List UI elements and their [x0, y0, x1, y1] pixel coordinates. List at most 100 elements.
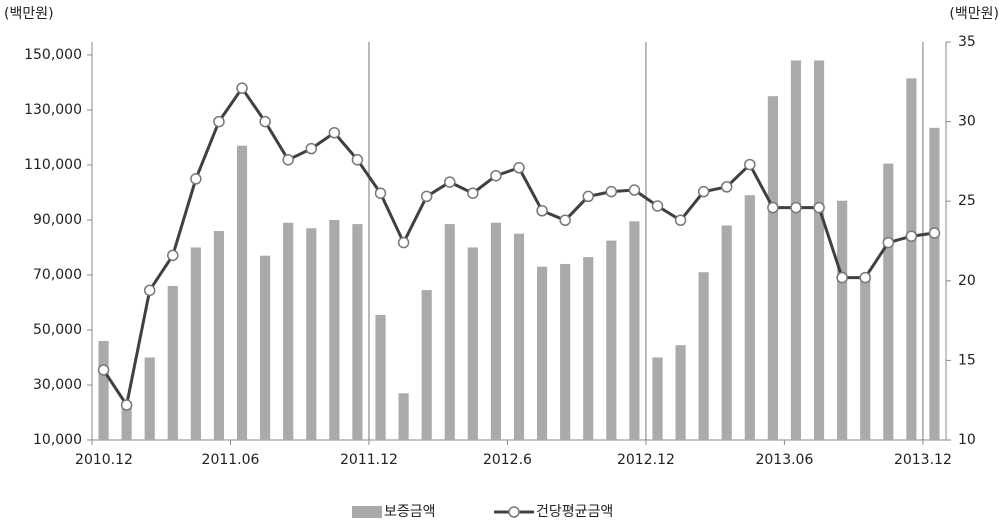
legend-label: 건당평균금액 [536, 504, 613, 520]
x-tick-label: 2013.12 [894, 452, 952, 468]
bar [352, 224, 363, 440]
bar [283, 222, 294, 440]
bar [583, 257, 594, 440]
bar [675, 345, 686, 440]
x-tick-label: 2010.12 [75, 452, 133, 468]
line-marker [167, 249, 179, 262]
line-marker [513, 162, 525, 174]
bar [375, 314, 386, 440]
line-marker [213, 115, 225, 128]
legend-marker [508, 506, 520, 518]
line-marker [236, 82, 248, 94]
bar [98, 340, 109, 440]
line-marker [813, 201, 825, 214]
line-marker [928, 227, 941, 239]
bar [467, 247, 478, 440]
y-axis-label: (백만원) [4, 6, 54, 22]
line-marker [697, 185, 710, 198]
y2-tick-label: 35 [958, 34, 976, 50]
bar [721, 225, 732, 440]
bar [606, 240, 617, 440]
line-marker [720, 181, 733, 193]
line-marker [490, 169, 502, 182]
bar [490, 222, 501, 440]
x-tick-label: 2012.6 [483, 452, 532, 468]
line-marker [559, 214, 571, 227]
bar [329, 219, 340, 440]
bar [398, 393, 409, 440]
bar [837, 200, 848, 440]
bar [790, 60, 802, 441]
y-tick-label: 110,000 [24, 157, 82, 173]
line-marker [582, 190, 594, 203]
line-marker [651, 200, 664, 212]
y2-tick-label: 30 [958, 114, 976, 130]
x-tick-label: 2011.12 [340, 452, 398, 468]
bar [260, 255, 271, 440]
y2-tick-label: 15 [958, 352, 976, 368]
line-marker [628, 184, 641, 196]
line-marker [374, 187, 387, 199]
line-marker [444, 176, 456, 188]
legend-swatch [352, 506, 382, 518]
bar [213, 230, 225, 440]
bar [652, 357, 663, 440]
y2-tick-label: 10 [958, 432, 976, 448]
legend-label: 보증금액 [384, 504, 436, 520]
y-tick-label: 50,000 [33, 322, 82, 338]
line-marker [605, 185, 618, 198]
y2-tick-label: 20 [958, 273, 976, 289]
bar [883, 163, 894, 440]
line-marker [674, 214, 687, 227]
y-tick-label: 10,000 [33, 432, 82, 448]
line-marker [328, 126, 341, 139]
y2-tick-label: 25 [958, 193, 976, 209]
line-marker [282, 154, 294, 166]
line-marker [120, 399, 133, 411]
x-tick-label: 2011.06 [202, 452, 260, 468]
line-marker [259, 115, 271, 128]
bar [121, 401, 132, 440]
y-tick-label: 30,000 [33, 377, 82, 393]
y2-axis-label: (백만원) [949, 6, 999, 22]
bar [537, 266, 548, 440]
bar [421, 290, 432, 440]
line-marker [744, 158, 756, 171]
bar [513, 233, 525, 440]
line-marker [767, 201, 779, 214]
line-marker [97, 364, 110, 376]
line-marker [420, 190, 433, 203]
bar [560, 263, 571, 440]
line-marker [190, 173, 202, 185]
bar [444, 224, 455, 440]
line-marker [536, 205, 548, 217]
line-marker [305, 142, 318, 155]
bar [190, 247, 201, 440]
bar [698, 272, 709, 440]
bar [860, 280, 871, 440]
bar [629, 221, 640, 440]
bar [236, 145, 248, 441]
bar [144, 357, 155, 440]
bar [306, 228, 317, 440]
y-tick-label: 150,000 [24, 47, 82, 63]
y-tick-label: 130,000 [24, 102, 82, 118]
y-tick-label: 90,000 [33, 212, 82, 228]
bar [929, 127, 940, 441]
line-marker [790, 201, 802, 214]
bar [906, 78, 917, 441]
bar [167, 285, 178, 440]
x-tick-label: 2012.12 [617, 452, 675, 468]
line-marker [905, 230, 918, 242]
line-marker [351, 154, 364, 166]
line-marker [882, 236, 895, 249]
line-marker [397, 236, 410, 249]
line-marker [143, 284, 156, 297]
bar [767, 96, 778, 440]
bar [813, 60, 825, 441]
line-marker [859, 271, 871, 284]
line-marker [467, 187, 479, 199]
y-tick-label: 70,000 [33, 267, 82, 283]
bar [744, 195, 755, 440]
